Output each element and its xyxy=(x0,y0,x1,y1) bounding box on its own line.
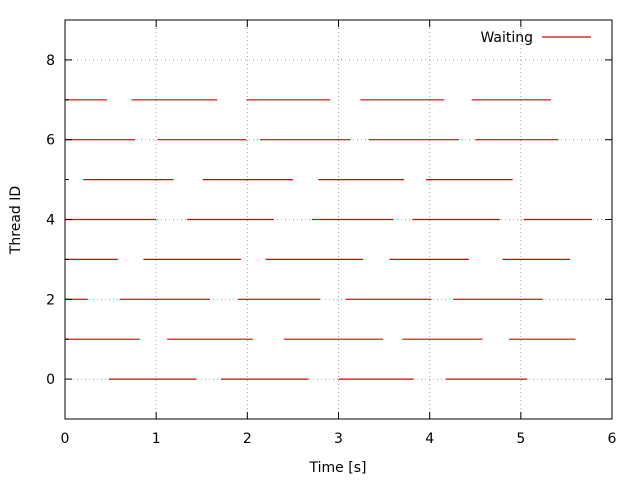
x-tick-label: 2 xyxy=(243,431,252,447)
grid-lines xyxy=(65,20,612,419)
x-axis-label: Time [s] xyxy=(309,460,367,476)
plot-data xyxy=(65,99,592,380)
y-axis-label: Thread ID xyxy=(8,186,24,255)
x-tick-label: 6 xyxy=(608,431,617,447)
axis-ticks: 0 1 2 3 4 5 6 0 2 4 6 8 xyxy=(46,20,617,447)
legend: Waiting xyxy=(480,30,591,46)
y-tick-label: 6 xyxy=(46,133,55,149)
y-tick-label: 4 xyxy=(46,213,55,229)
x-tick-label: 1 xyxy=(152,431,161,447)
x-tick-label: 4 xyxy=(425,431,434,447)
plot-frame xyxy=(64,19,613,420)
y-tick-label: 2 xyxy=(46,292,55,308)
x-tick-label: 5 xyxy=(516,431,525,447)
x-tick-label: 0 xyxy=(61,431,70,447)
y-tick-label: 8 xyxy=(46,53,55,69)
legend-label: Waiting xyxy=(480,30,533,46)
y-tick-label: 0 xyxy=(46,372,55,388)
x-tick-label: 3 xyxy=(334,431,343,447)
